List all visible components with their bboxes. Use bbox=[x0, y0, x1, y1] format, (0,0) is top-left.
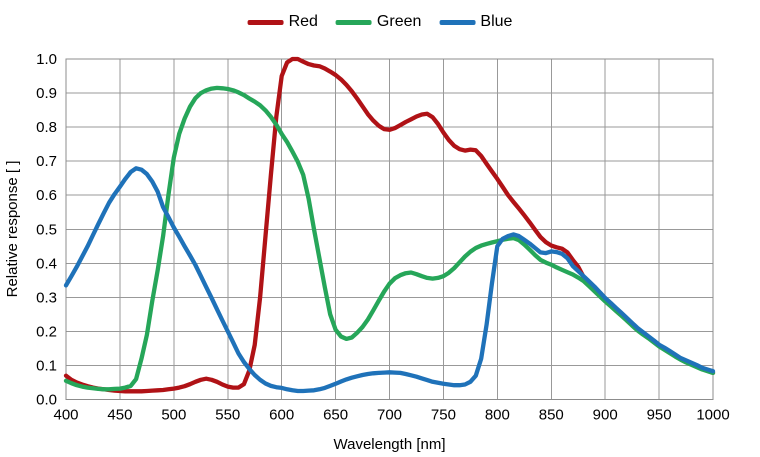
y-tick-label: 0.6 bbox=[36, 187, 57, 204]
x-tick-label: 450 bbox=[107, 407, 132, 424]
y-tick-label: 0.3 bbox=[36, 289, 57, 306]
y-tick-label: 0.9 bbox=[36, 85, 57, 102]
legend-item-blue: Blue bbox=[439, 13, 512, 31]
red-line-swatch bbox=[247, 19, 284, 25]
y-tick-label: 0.5 bbox=[36, 221, 57, 238]
legend-label-green: Green bbox=[376, 13, 422, 30]
x-tick-label: 900 bbox=[593, 407, 618, 424]
legend-item-red: Red bbox=[247, 13, 318, 31]
y-tick-label: 0.7 bbox=[36, 153, 57, 170]
x-tick-label: 950 bbox=[647, 407, 672, 424]
x-tick-label: 700 bbox=[377, 407, 402, 424]
x-tick-label: 500 bbox=[161, 407, 186, 424]
x-tick-label: 600 bbox=[269, 407, 294, 424]
x-tick-label: 400 bbox=[53, 407, 78, 424]
y-tick-label: 0.1 bbox=[36, 357, 57, 374]
x-tick-label: 750 bbox=[431, 407, 456, 424]
y-tick-label: 0.8 bbox=[36, 119, 57, 136]
blue-line-swatch bbox=[439, 19, 476, 25]
x-axis-title: Wavelength [nm] bbox=[333, 436, 446, 453]
y-tick-label: 1.0 bbox=[36, 51, 57, 68]
x-tick-label: 550 bbox=[215, 407, 240, 424]
legend-item-green: Green bbox=[335, 13, 422, 31]
y-tick-label: 0.0 bbox=[36, 392, 57, 409]
legend-label-blue: Blue bbox=[480, 13, 513, 30]
green-line-swatch bbox=[335, 19, 372, 25]
x-tick-label: 850 bbox=[539, 407, 564, 424]
x-tick-label: 650 bbox=[323, 407, 348, 424]
y-tick-label: 0.2 bbox=[36, 323, 57, 340]
x-tick-label: 800 bbox=[485, 407, 510, 424]
chart-legend: Red Green Blue bbox=[247, 13, 512, 31]
y-tick-label: 0.4 bbox=[36, 255, 57, 272]
y-axis-title: Relative response [ ] bbox=[4, 160, 21, 298]
x-tick-label: 1000 bbox=[696, 407, 729, 424]
legend-label-red: Red bbox=[288, 13, 318, 30]
